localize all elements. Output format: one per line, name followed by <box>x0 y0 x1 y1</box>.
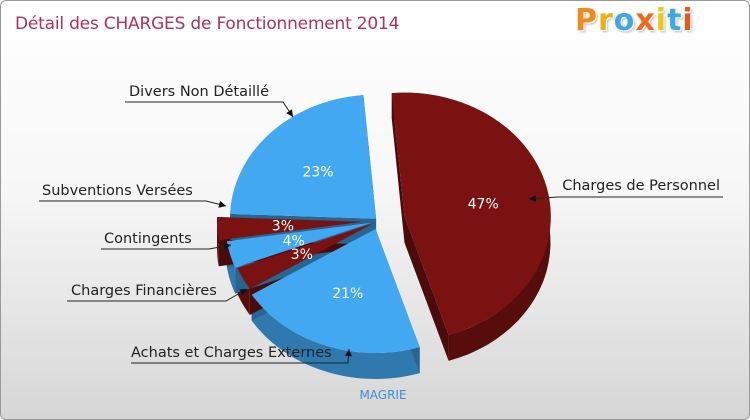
callout-line <box>39 200 227 207</box>
logo-letter: i <box>682 3 694 38</box>
logo-letter: P <box>575 3 598 38</box>
callout-line <box>101 244 232 250</box>
slice-category-label: Subventions Versées <box>42 183 193 199</box>
logo-letter: t <box>667 3 683 38</box>
callout-line <box>125 101 294 118</box>
logo-letter: o <box>613 3 636 38</box>
logo-letter: i <box>655 3 668 38</box>
slice-category-label: Charges Financières <box>71 283 217 299</box>
pie-slice-achats-et-charges-externes[interactable] <box>251 229 420 354</box>
slice-category-label: Contingents <box>104 231 192 247</box>
callout-arrow <box>239 289 247 296</box>
logo-letter: x <box>635 3 656 38</box>
slice-category-label: Divers Non Détaillé <box>129 84 269 100</box>
pie-percent-label: 21% <box>332 286 363 302</box>
callout-line <box>67 288 248 302</box>
callout-line <box>528 196 723 200</box>
pie-slice-charges-financi-res[interactable] <box>237 223 374 289</box>
pie-slice-wall <box>404 216 449 361</box>
slice-category-label: Achats et Charges Externes <box>131 345 332 361</box>
callout-arrow <box>286 109 293 117</box>
callout-arrow <box>218 200 226 208</box>
pie-percent-label: 4% <box>283 233 305 249</box>
pie-slice-side <box>251 294 420 379</box>
chart-subtitle: MAGRIE <box>359 388 406 402</box>
pie-tops <box>217 92 551 354</box>
pie-slice-contingents[interactable] <box>226 222 372 268</box>
logo-letter: r <box>598 3 614 38</box>
callout-arrow <box>529 195 537 202</box>
pie-slice-divers-non-d-taill-[interactable] <box>230 95 377 219</box>
proxiti-logo[interactable]: Proxiti <box>575 3 694 38</box>
callout-arrow <box>345 349 352 357</box>
pie-slice-wall <box>391 93 405 243</box>
callout-arrow <box>223 242 231 250</box>
pie-percent-label: 23% <box>302 165 333 181</box>
pie-percent-label: 3% <box>291 247 313 263</box>
slice-category-label: Charges de Personnel <box>562 178 720 194</box>
chart-title: Détail des CHARGES de Fonctionnement 201… <box>15 14 400 34</box>
pie-slice-subventions-vers-es[interactable] <box>217 217 363 241</box>
pie-percent-label: 3% <box>272 219 294 235</box>
pie-slice-charges-de-personnel[interactable] <box>391 92 551 335</box>
pie-callouts: Charges de Personnel Achats et Charges Ex… <box>39 84 723 364</box>
pie-percent-label: 47% <box>468 196 499 212</box>
pie-percent-labels: 47% 21% 3%4%3% 23% <box>272 165 499 302</box>
